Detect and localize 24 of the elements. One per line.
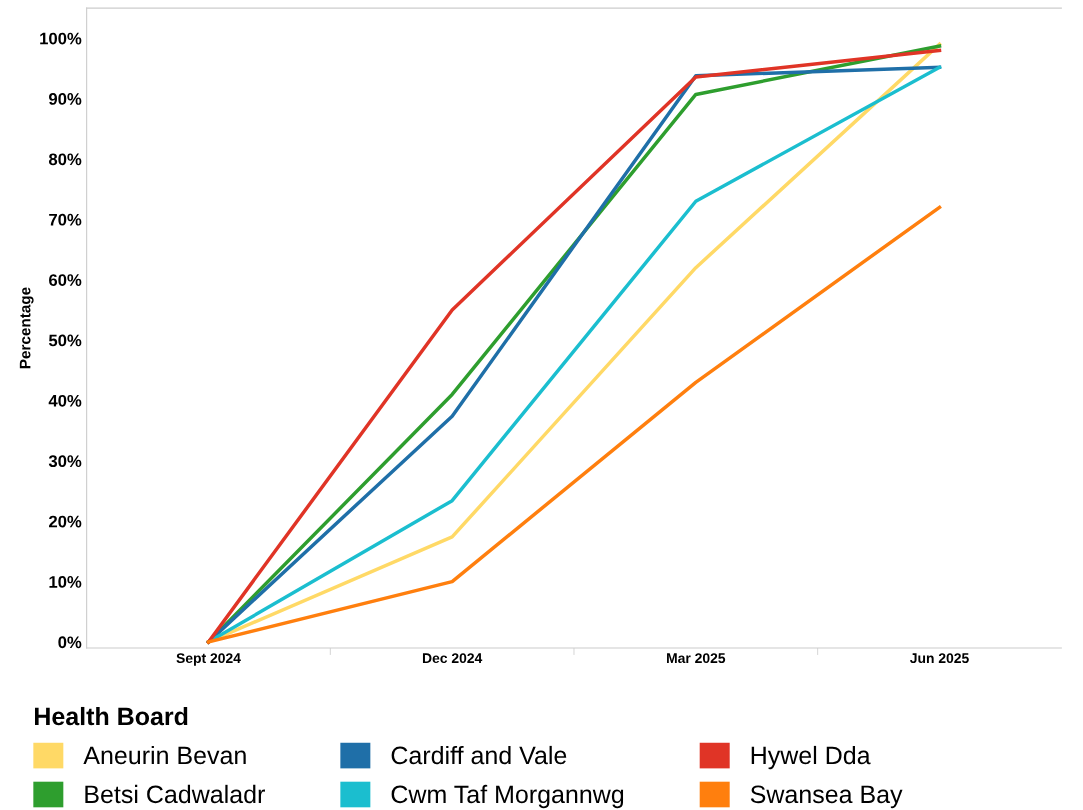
y-tick-label: 20%	[49, 515, 82, 528]
y-tick-label: 50%	[48, 334, 82, 347]
x-tick-label: Jun 2025	[909, 653, 969, 664]
x-tick-label: Mar 2025	[667, 653, 726, 664]
y-tick-label: 80%	[48, 153, 82, 166]
y-tick-label: 100%	[40, 32, 82, 45]
x-tick-label: Sept 2024	[176, 653, 241, 666]
legend-label: Aneurin Bevan	[83, 745, 246, 765]
y-tick-label: 70%	[49, 213, 82, 226]
legend-title: Health Board	[35, 706, 188, 726]
legend-label: Hywel Dda	[751, 745, 871, 770]
y-tick-label: 0%	[58, 636, 82, 649]
y-tick-label: 40%	[48, 394, 82, 407]
y-tick-label: 90%	[49, 93, 82, 105]
x-tick-label: Dec 2024	[422, 653, 483, 664]
legend-label: Betsi Cadwaladr	[85, 784, 265, 804]
legend-label: Cwm Taf Morgannwg	[391, 784, 624, 809]
legend-label: Swansea Bay	[750, 785, 903, 809]
y-axis-title: Percentage	[19, 287, 34, 369]
y-tick-label: 30%	[48, 455, 82, 468]
legend-label: Cardiff and Vale	[391, 745, 567, 765]
y-tick-label: 10%	[49, 576, 82, 588]
y-tick-label: 60%	[49, 274, 82, 286]
line-series	[206, 205, 942, 644]
